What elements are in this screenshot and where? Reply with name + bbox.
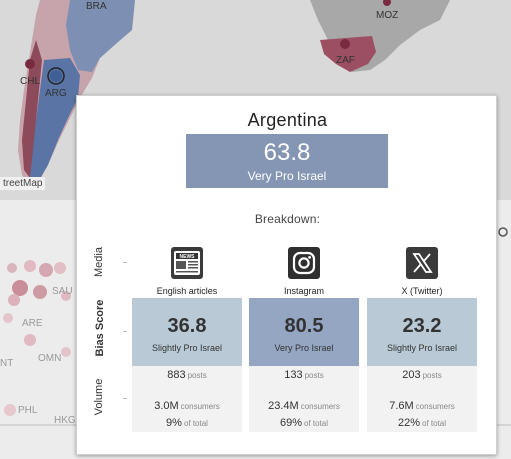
row-label-volume: Volume (93, 378, 105, 416)
overall-score-label: Very Pro Israel (247, 169, 327, 183)
row-tick (123, 331, 127, 332)
row-label-media: Media (93, 247, 105, 277)
consumers-unit: consumers (300, 402, 340, 411)
posts-count: 203 (402, 369, 421, 381)
share-percent: 22% (397, 417, 420, 429)
bias-score-label: Slightly Pro Israel (151, 343, 223, 353)
row-label-bias: Bias Score (94, 299, 106, 357)
posts-unit: posts (187, 371, 207, 380)
posts-count: 883 (167, 369, 186, 381)
country-label-arg: ARG (45, 88, 67, 99)
map-attribution[interactable]: treetMap (0, 177, 46, 190)
share-percent: 9% (166, 417, 182, 429)
bias-score-cell: 23.2 Slightly Pro Israel (367, 298, 477, 366)
south-africa-shape (320, 36, 376, 72)
chile-strip (22, 40, 42, 178)
bg-label-hkg: HKG (54, 415, 76, 426)
overall-score-value: 63.8 (263, 139, 311, 166)
country-tooltip: Argentina 63.8 Very Pro Israel Breakdown… (76, 95, 497, 455)
chl-dot (25, 59, 35, 69)
country-label-bra: BRA (86, 1, 107, 12)
country-label-chl: CHL (20, 76, 41, 87)
volume-cell: 203 posts 7.6M consumers 22% of total (367, 366, 477, 432)
overall-score-box: 63.8 Very Pro Israel (186, 134, 388, 188)
arg-dot (50, 70, 62, 82)
instagram-icon (288, 247, 320, 279)
posts-count: 133 (284, 369, 303, 381)
bg-label-sau: SAU (52, 286, 73, 297)
share-percent: 69% (279, 417, 302, 429)
share-unit: of total (422, 419, 447, 428)
row-tick (123, 398, 127, 399)
consumers-unit: consumers (180, 402, 220, 411)
madagascar-shape (418, 4, 432, 24)
arg-dot-ring (47, 67, 65, 85)
x-twitter-icon (406, 247, 438, 279)
volume-cell: 133 posts 23.4M consumers 69% of total (249, 366, 359, 432)
consumers-unit: consumers (415, 402, 455, 411)
svg-text:NEWS: NEWS (180, 254, 196, 260)
news-icon: NEWS (171, 247, 203, 279)
argentina-shape (30, 58, 80, 182)
bias-score-label: Slightly Pro Israel (386, 343, 458, 353)
posts-unit: posts (422, 371, 442, 380)
share-unit: of total (304, 419, 329, 428)
bias-score-value: 23.2 (402, 315, 442, 337)
share-unit: of total (183, 419, 208, 428)
bias-score-value: 36.8 (167, 315, 207, 337)
moz-dot (383, 0, 391, 6)
posts-unit: posts (304, 371, 324, 380)
media-name: X (Twitter) (401, 286, 443, 296)
consumers-count: 7.6M (389, 400, 414, 412)
country-label-moz: MOZ (376, 10, 399, 21)
country-label-zaf: ZAF (336, 55, 355, 66)
bias-score-value: 80.5 (284, 315, 324, 337)
row-tick (123, 262, 127, 263)
tooltip-country-name: Argentina (247, 110, 328, 130)
bg-label-nt: NT (0, 358, 14, 369)
bias-score-label: Very Pro Israel (274, 343, 334, 353)
bg-label-omn: OMN (38, 353, 62, 364)
media-name: English articles (156, 286, 218, 296)
bg-label-phl: PHL (18, 405, 38, 416)
consumers-count: 3.0M (154, 400, 179, 412)
volume-cell: 883 posts 3.0M consumers 9% of total (132, 366, 242, 432)
bias-score-cell: 80.5 Very Pro Israel (249, 298, 359, 366)
bg-label-are: ARE (22, 318, 43, 329)
media-name: Instagram (283, 286, 325, 296)
breakdown-heading: Breakdown: (254, 212, 321, 226)
consumers-count: 23.4M (268, 400, 299, 412)
zaf-dot (340, 39, 350, 49)
brazil-shape (66, 0, 135, 72)
bias-score-cell: 36.8 Slightly Pro Israel (132, 298, 242, 366)
